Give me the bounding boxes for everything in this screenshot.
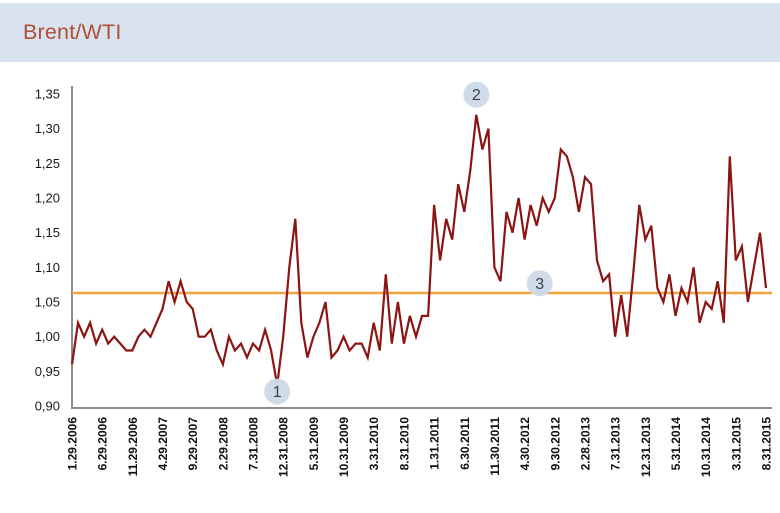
brent-wti-ratio-series xyxy=(70,114,768,386)
x-tick-label: 3.31.2015 xyxy=(729,417,743,471)
x-tick-label: 2.29.2008 xyxy=(216,417,230,471)
x-tick-label: 1.31.2011 xyxy=(428,417,442,470)
x-tick-label: 8.31.2015 xyxy=(760,417,774,471)
x-tick-label: 12.31.2013 xyxy=(639,417,653,477)
y-tick-label: 0,95 xyxy=(35,364,60,379)
x-tick-label: 7.31.2013 xyxy=(609,417,623,471)
x-tick-label: 5.31.2009 xyxy=(307,417,321,471)
x-tick-label: 1.29.2006 xyxy=(66,417,80,471)
x-tick-label: 3.31.2010 xyxy=(367,417,381,471)
annotation-circle-1 xyxy=(264,378,291,405)
x-tick-label: 8.31.2010 xyxy=(397,417,411,471)
axis-lines xyxy=(71,86,772,409)
x-tick-label: 12.31.2008 xyxy=(277,417,291,477)
x-tick-label: 6.30.2011 xyxy=(458,417,472,470)
x-tick-label: 5.31.2014 xyxy=(669,417,683,471)
x-tick-label: 4.30.2012 xyxy=(518,417,532,471)
annotation-circle-2 xyxy=(463,81,490,108)
y-tick-label: 1,15 xyxy=(35,225,60,240)
y-tick-label: 1,30 xyxy=(35,121,60,136)
x-tick-label: 2.28.2013 xyxy=(578,417,592,471)
x-tick-label: 11.29.2006 xyxy=(126,417,140,477)
annotation-number-2: 2 xyxy=(472,87,481,104)
x-tick-label: 9.30.2012 xyxy=(548,417,562,471)
x-tick-label: 6.29.2006 xyxy=(96,417,110,471)
y-tick-label: 1,00 xyxy=(35,329,60,344)
page-title: Brent/WTI xyxy=(23,20,122,44)
y-tick-label: 1,35 xyxy=(35,87,60,102)
x-tick-label: 7.31.2008 xyxy=(247,417,261,471)
y-tick-label: 1,25 xyxy=(35,156,60,171)
annotation-number-1: 1 xyxy=(273,384,282,401)
x-tick-label: 10.31.2014 xyxy=(699,417,713,477)
x-tick-label: 10.31.2009 xyxy=(337,417,351,477)
y-tick-label: 1,20 xyxy=(35,191,60,206)
annotation-number-3: 3 xyxy=(535,276,544,293)
y-tick-label: 1,10 xyxy=(35,260,60,275)
x-tick-label: 11.30.2011 xyxy=(488,417,502,476)
x-tick-label: 4.29.2007 xyxy=(156,417,170,471)
annotation-circle-3 xyxy=(526,270,553,297)
x-tick-label: 9.29.2007 xyxy=(186,417,200,471)
chart-header: Brent/WTI xyxy=(0,3,780,62)
y-tick-label: 0,90 xyxy=(35,399,60,414)
y-tick-label: 1,05 xyxy=(35,295,60,310)
